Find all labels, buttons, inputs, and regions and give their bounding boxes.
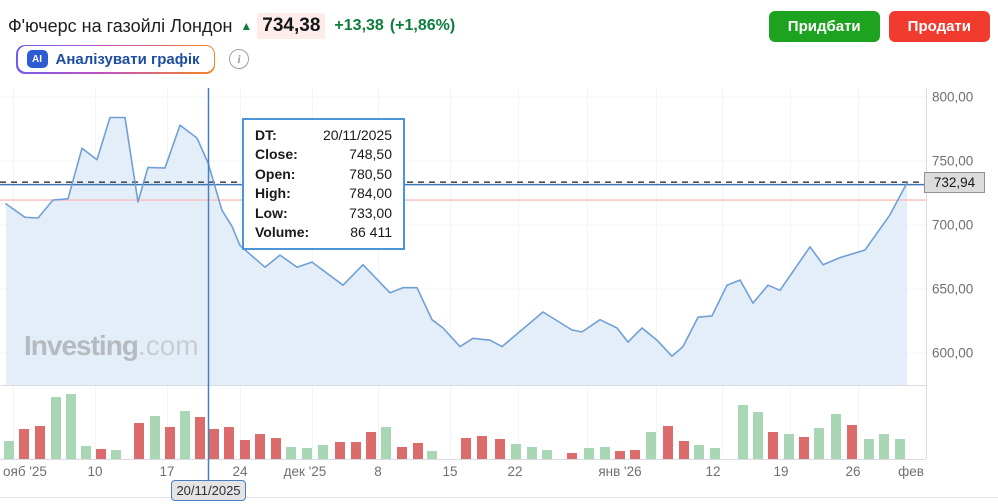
instrument-header: Ф'ючерс на газойлі Лондон ▲ 734,38 +13,3… (8, 8, 990, 44)
svg-text:800,00: 800,00 (932, 90, 973, 105)
tooltip-value: 780,50 (349, 165, 392, 182)
svg-text:24: 24 (232, 464, 248, 479)
svg-text:фев: фев (898, 464, 924, 479)
page-title: Ф'ючерс на газойлі Лондон (8, 15, 233, 36)
tooltip-label: Low: (255, 204, 288, 221)
tooltip-row-dt: DT: 20/11/2025 (255, 126, 392, 145)
svg-text:12: 12 (705, 464, 720, 479)
info-icon[interactable]: i (229, 49, 250, 69)
tooltip-row-high: High: 784,00 (255, 184, 392, 203)
chart-toolbar: AI Аналізувати графік i (16, 44, 250, 74)
price-up-arrow-icon: ▲ (240, 19, 253, 33)
tooltip-value: 733,00 (349, 204, 392, 221)
analyze-chart-button[interactable]: AI Аналізувати графік (17, 46, 214, 72)
tooltip-value: 748,50 (349, 146, 392, 163)
price-change: +13,38 (334, 17, 384, 34)
svg-text:янв '26: янв '26 (598, 464, 641, 479)
svg-text:17: 17 (159, 464, 174, 479)
current-price-badge: 732,94 (924, 172, 985, 193)
tooltip-value: 784,00 (349, 185, 392, 202)
price-change-percent: (+1,86%) (389, 17, 456, 34)
svg-text:750,00: 750,00 (932, 154, 973, 169)
tooltip-row-open: Open: 780,50 (255, 165, 392, 184)
investing-watermark: Investing.com (24, 330, 199, 362)
tooltip-row-low: Low: 733,00 (255, 204, 392, 223)
svg-text:10: 10 (87, 464, 102, 479)
svg-text:19: 19 (773, 464, 788, 479)
last-price: 734,38 (257, 13, 326, 39)
svg-text:650,00: 650,00 (932, 282, 973, 297)
trade-actions: Придбати Продати (768, 10, 990, 42)
analyze-chart-label: Аналізувати графік (55, 50, 200, 68)
svg-text:22: 22 (507, 464, 522, 479)
tooltip-label: Close: (255, 146, 298, 163)
tooltip-value: 20/11/2025 (322, 127, 392, 143)
svg-text:8: 8 (374, 464, 382, 479)
tooltip-label: Open: (255, 165, 296, 182)
watermark-tld: .com (137, 330, 199, 361)
chart-tooltip: DT: 20/11/2025 Close: 748,50 Open: 780,5… (242, 118, 405, 250)
sell-button[interactable]: Продати (888, 10, 990, 42)
svg-text:дек '25: дек '25 (284, 464, 327, 479)
tooltip-label: DT: (255, 127, 277, 143)
watermark-brand: Investing (24, 330, 139, 361)
svg-text:ояб '25: ояб '25 (3, 464, 47, 479)
tooltip-label: High: (255, 185, 291, 202)
svg-text:26: 26 (845, 464, 860, 479)
tooltip-row-close: Close: 748,50 (255, 145, 392, 164)
tooltip-value: 86 411 (350, 223, 392, 240)
svg-text:600,00: 600,00 (932, 346, 973, 361)
ai-icon: AI (26, 50, 48, 68)
svg-text:700,00: 700,00 (932, 218, 973, 233)
analyze-chart-button-border[interactable]: AI Аналізувати графік (16, 44, 216, 74)
crosshair-date-badge: 20/11/2025 (171, 480, 246, 501)
tooltip-row-volume: Volume: 86 411 (255, 223, 392, 242)
svg-text:15: 15 (442, 464, 457, 479)
buy-button[interactable]: Придбати (768, 10, 880, 42)
tooltip-label: Volume: (255, 223, 310, 240)
